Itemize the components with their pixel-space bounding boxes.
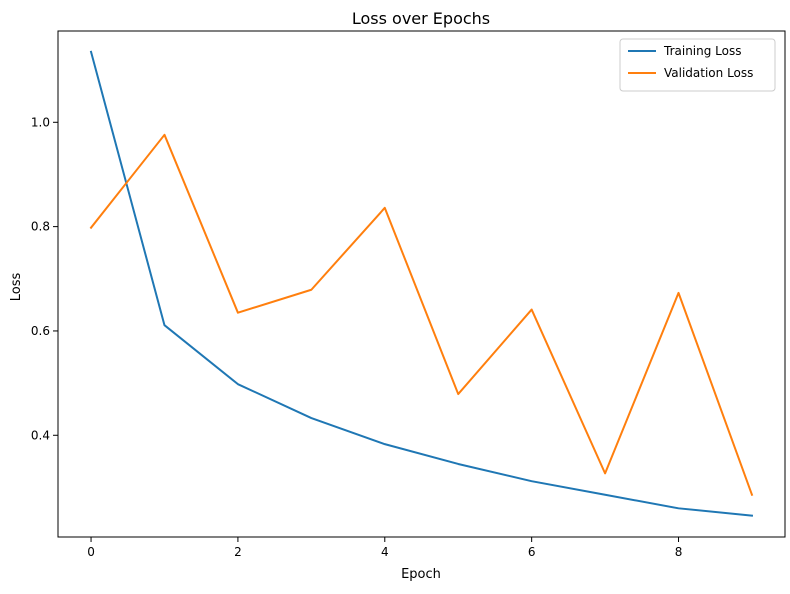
- x-tick-label: 8: [675, 545, 683, 559]
- x-tick-label: 2: [234, 545, 242, 559]
- legend: Training Loss Validation Loss: [619, 38, 776, 92]
- x-tick-label: 4: [381, 545, 389, 559]
- series-line-1: [89, 133, 754, 497]
- x-tick-label: 6: [528, 545, 536, 559]
- y-tick-label: 0.8: [31, 220, 50, 234]
- axes-frame: [57, 30, 786, 538]
- legend-box: [619, 38, 776, 92]
- x-axis-label: Epoch: [401, 567, 441, 582]
- plot-area: [89, 50, 754, 517]
- y-axis-label: Loss: [9, 273, 24, 302]
- x-tick-label: 0: [87, 545, 95, 559]
- y-tick-label: 1.0: [31, 115, 50, 129]
- y-axis-ticks: 0.4 0.6 0.8 1.0: [31, 115, 58, 442]
- legend-label: Validation Loss: [664, 66, 753, 80]
- legend-label: Training Loss: [663, 44, 741, 58]
- y-tick-label: 0.4: [31, 428, 50, 442]
- x-axis-ticks: 0 2 4 6 8: [87, 537, 682, 559]
- series-line-0: [89, 50, 754, 517]
- chart-title: Loss over Epochs: [352, 9, 490, 28]
- y-tick-label: 0.6: [31, 324, 50, 338]
